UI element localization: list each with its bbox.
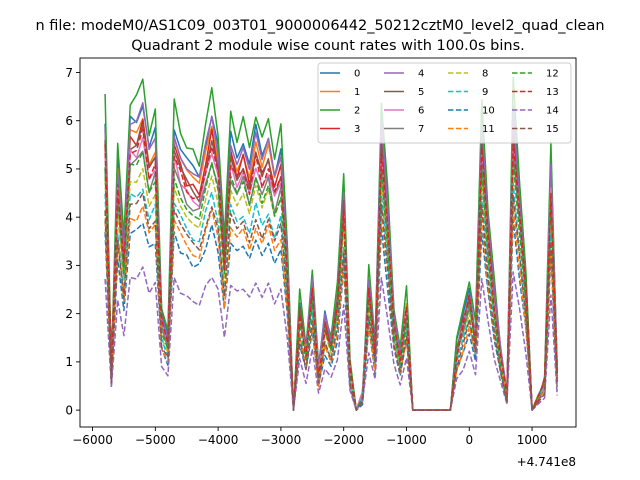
x-tick-label: −1000 <box>386 433 427 447</box>
y-tick-label: 4 <box>65 210 73 224</box>
x-tick-label: 0 <box>465 433 473 447</box>
x-tick-label: −2000 <box>323 433 364 447</box>
legend-label-11: 11 <box>482 124 495 135</box>
x-tick-label: −5000 <box>135 433 176 447</box>
x-tick-label: −3000 <box>261 433 302 447</box>
x-tick-label: 1000 <box>517 433 548 447</box>
y-tick-label: 6 <box>65 114 73 128</box>
series-line-14 <box>104 266 558 411</box>
legend-label-0: 0 <box>354 69 360 80</box>
legend-box <box>317 62 572 144</box>
series-layer <box>104 76 558 411</box>
y-axis: 0 1 2 3 4 5 6 7 <box>65 66 80 417</box>
x-tick-label: −4000 <box>198 433 239 447</box>
y-tick-label: 0 <box>65 403 73 417</box>
legend-label-1: 1 <box>354 87 360 98</box>
legend-label-14: 14 <box>546 106 559 117</box>
y-tick-label: 5 <box>65 162 73 176</box>
chart-title: Quadrant 2 module wise count rates with … <box>131 38 525 54</box>
y-tick-label: 3 <box>65 259 73 273</box>
y-tick-label: 2 <box>65 307 73 321</box>
plot-frame <box>79 57 577 428</box>
legend-label-12: 12 <box>546 69 559 80</box>
legend-label-3: 3 <box>354 124 360 135</box>
x-tick-label: −6000 <box>72 433 113 447</box>
legend-label-2: 2 <box>354 106 360 117</box>
legend-label-4: 4 <box>418 69 424 80</box>
x-offset-label: +4.741e8 <box>517 455 576 469</box>
series-line-10 <box>104 219 558 411</box>
legend-label-8: 8 <box>482 69 488 80</box>
legend-label-9: 9 <box>482 87 488 98</box>
legend-label-6: 6 <box>418 106 424 117</box>
series-line-11 <box>104 205 558 411</box>
legend-label-10: 10 <box>482 106 495 117</box>
figure-suptitle: n file: modeM0/AS1C09_003T01_9000006442_… <box>35 18 604 34</box>
series-line-15 <box>104 192 558 411</box>
y-tick-label: 1 <box>65 355 73 369</box>
y-tick-label: 7 <box>65 66 73 80</box>
legend-label-13: 13 <box>546 87 559 98</box>
legend-label-5: 5 <box>418 87 424 98</box>
series-line-13 <box>104 128 558 411</box>
x-axis: −6000 −5000 −4000 −3000 −2000 −1000 0 1000 <box>72 427 547 447</box>
legend-label-7: 7 <box>418 124 424 135</box>
legend-label-15: 15 <box>546 124 559 135</box>
